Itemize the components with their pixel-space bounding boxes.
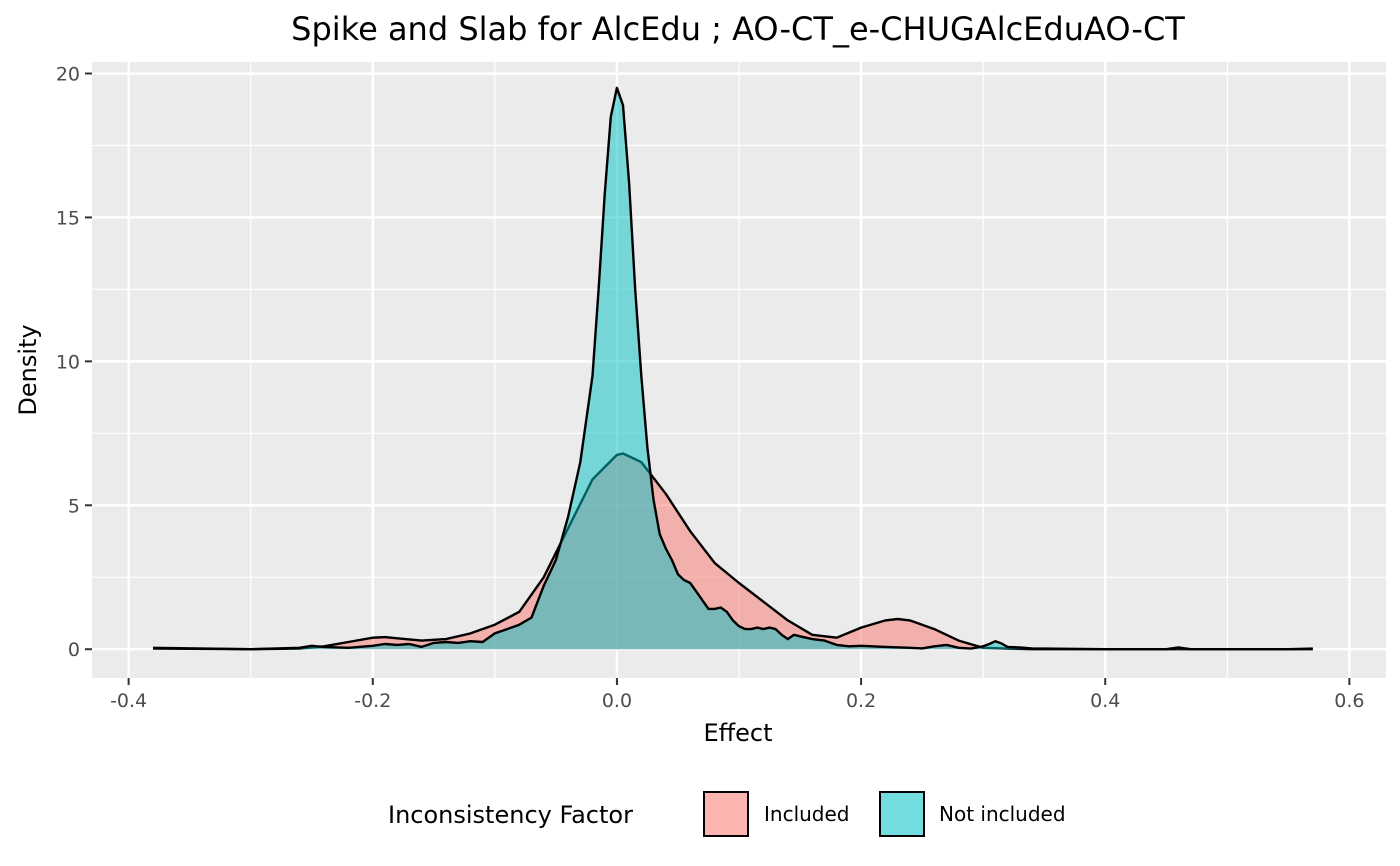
- legend-title: Inconsistency Factor: [388, 801, 633, 829]
- y-tick-label: 20: [56, 64, 80, 86]
- y-tick-label: 5: [68, 495, 80, 517]
- density-line-included: [152, 452, 1313, 651]
- major-gridlines: [92, 62, 1386, 678]
- y-axis: 0 5 10 15 20: [56, 64, 92, 661]
- density-line-not-included: [152, 86, 1313, 651]
- legend-label-included: Included: [764, 802, 850, 826]
- legend-key-not-included: [879, 791, 925, 837]
- x-axis-title: Effect: [703, 719, 772, 747]
- y-tick-label: 10: [56, 351, 80, 373]
- chart-title: Spike and Slab for AlcEdu ; AO-CT_e-CHUG…: [291, 10, 1185, 48]
- x-tick-label: 0.4: [1090, 690, 1120, 712]
- x-tick-label: 0.2: [846, 690, 876, 712]
- legend: Inconsistency Factor Included Not includ…: [388, 791, 1066, 837]
- legend-label-not-included: Not included: [939, 802, 1066, 826]
- y-tick-label: 15: [56, 207, 80, 229]
- x-tick-label: -0.4: [110, 690, 147, 712]
- minor-gridlines: [92, 62, 1386, 678]
- legend-key-included: [703, 791, 749, 837]
- y-tick-label: 0: [68, 639, 80, 661]
- x-axis: -0.4 -0.2 0.0 0.2 0.4 0.6: [110, 678, 1364, 712]
- density-area-included: [153, 453, 1313, 650]
- x-tick-label: -0.2: [354, 690, 391, 712]
- x-tick-label: 0.6: [1334, 690, 1364, 712]
- y-axis-title: Density: [14, 324, 42, 415]
- density-series: [152, 86, 1313, 651]
- x-tick-label: 0.0: [602, 690, 632, 712]
